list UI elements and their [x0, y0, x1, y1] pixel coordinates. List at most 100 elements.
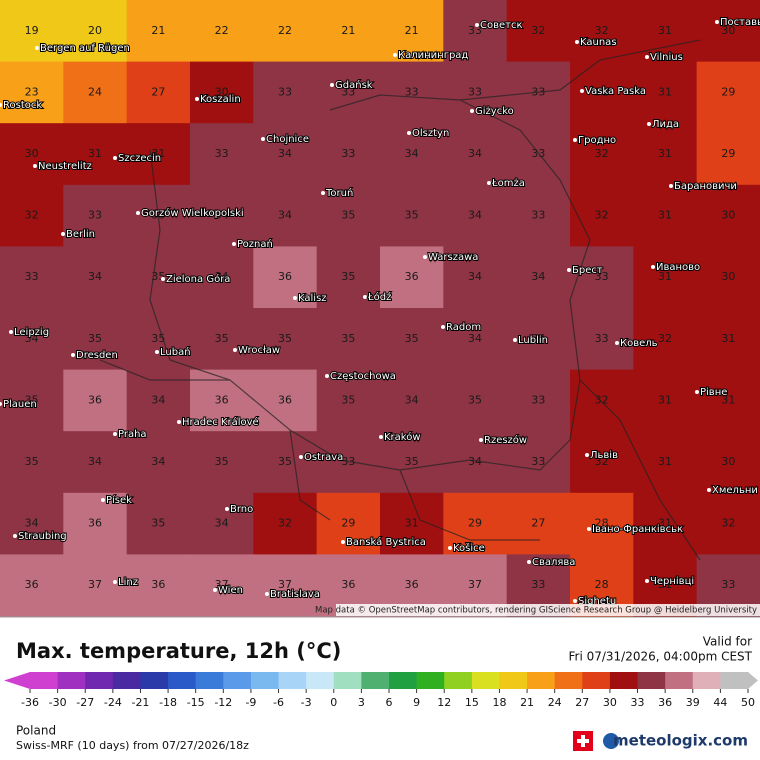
city-dot — [573, 138, 577, 142]
city-dot — [0, 103, 2, 107]
temperature-cell — [63, 308, 128, 371]
colorbar-tick-label: -9 — [245, 696, 256, 709]
city-dot — [487, 181, 491, 185]
temperature-value: 36 — [151, 578, 165, 591]
city-dot — [232, 242, 236, 246]
colorbar-tick-label: 15 — [465, 696, 479, 709]
temperature-value: 32 — [595, 147, 609, 160]
colorbar-swatch — [85, 672, 114, 689]
city-dot — [225, 507, 229, 511]
colorbar: -36 -30 -27 -24 -21 -18 -15 -12 -9 -6 -3 0 3 6 9 12 15 18… — [4, 672, 758, 709]
temperature-value: 36 — [215, 393, 229, 406]
temperature-cell — [696, 61, 760, 124]
cities: Советск Kaunas Vilnius Поставы Bergen auf Rü… — [0, 16, 760, 608]
temperature-cell — [506, 123, 571, 186]
temperature-cell — [316, 246, 381, 309]
colorbar-tick-label: 3 — [358, 696, 365, 709]
temperature-value: 32 — [658, 332, 672, 345]
temperature-cell — [253, 308, 318, 371]
colorbar-swatch — [637, 672, 666, 689]
city-label: Straubing — [18, 531, 67, 542]
city-dot — [161, 277, 165, 281]
temperature-value: 34 — [405, 393, 419, 406]
temperature-cell — [506, 308, 571, 371]
city-label: Praha — [118, 429, 147, 440]
temperature-cell — [443, 308, 508, 371]
city-label: Wrocław — [238, 345, 280, 356]
temperature-value: 36 — [88, 393, 102, 406]
temperature-value: 34 — [215, 270, 229, 283]
colorbar-swatch — [168, 672, 197, 689]
temperature-cell — [63, 554, 128, 617]
city-label: Toruń — [325, 187, 353, 199]
temperature-value: 30 — [721, 24, 735, 37]
colorbar-swatch — [250, 672, 280, 689]
city-dot — [299, 455, 303, 459]
temperature-value: 34 — [278, 147, 292, 160]
temperature-value: 33 — [278, 85, 292, 98]
city-dot — [475, 23, 479, 27]
city-label: Ковель — [620, 338, 658, 349]
city-label: Bergen auf Rügen — [40, 43, 130, 54]
colorbar-swatch — [554, 672, 583, 689]
temperature-cell — [0, 554, 64, 617]
temperature-cell — [443, 0, 508, 63]
temperature-cell — [696, 0, 760, 63]
temperature-cell — [63, 123, 128, 186]
city-dot — [645, 579, 649, 583]
colorbar-tick-label: 30 — [603, 696, 617, 709]
temperature-cell — [126, 431, 191, 494]
temperature-cell — [506, 246, 571, 309]
city-label: Banská Bystrica — [346, 536, 426, 548]
temperature-value: 36 — [278, 393, 292, 406]
temperature-value: 30 — [721, 455, 735, 468]
colorbar-tick-label: -6 — [273, 696, 284, 709]
temperature-cell — [190, 0, 254, 63]
brand: meteologix.com — [613, 732, 748, 750]
temperature-value: 22 — [215, 24, 229, 37]
temperature-cell — [696, 308, 760, 371]
city-label: Lubań — [160, 346, 191, 358]
temperature-cell — [443, 369, 508, 432]
city-dot — [321, 191, 325, 195]
city-label: Szczecin — [118, 153, 161, 164]
temperature-cell — [316, 0, 381, 63]
city-dot — [615, 341, 619, 345]
temperature-value: 35 — [215, 455, 229, 468]
temperature-cell — [190, 554, 254, 617]
temperature-value: 31 — [658, 24, 672, 37]
temperature-value: 30 — [721, 209, 735, 222]
city-label: Poznań — [237, 238, 273, 250]
colorbar-swatch — [416, 672, 445, 689]
temperature-cell — [63, 0, 128, 63]
city-dot — [293, 296, 297, 300]
temperature-value: 32 — [278, 517, 292, 530]
temperature-cell — [253, 492, 318, 555]
city-dot — [265, 592, 269, 596]
temperature-value: 31 — [658, 270, 672, 283]
city-label: Барановичи — [674, 181, 737, 192]
temperature-cell — [380, 184, 444, 247]
city-label: Советск — [480, 20, 523, 31]
temperature-value: 33 — [595, 332, 609, 345]
city-label: Gdańsk — [335, 79, 373, 91]
temperature-value: 37 — [278, 578, 292, 591]
temperature-value: 36 — [405, 270, 419, 283]
city-dot — [651, 265, 655, 269]
city-dot — [113, 580, 117, 584]
city-label: Bratislava — [270, 589, 320, 600]
city-label: Брест — [572, 265, 603, 276]
temperature-value: 31 — [658, 578, 672, 591]
temperature-cell — [316, 369, 381, 432]
temperature-value: 36 — [25, 578, 39, 591]
colorbar-tick-label: -12 — [214, 696, 232, 709]
temperature-value: 33 — [531, 578, 545, 591]
temperature-cell — [190, 123, 254, 186]
map: 19 20 21 22 22 21 21 33 32 32 31 30 23 24 27 30 33 33 33 33… — [0, 0, 760, 617]
city-dot — [448, 546, 452, 550]
city-label: Rzeszów — [484, 434, 527, 446]
temperature-value: 35 — [88, 332, 102, 345]
temperature-cell — [380, 369, 444, 432]
temperature-cell — [316, 492, 381, 555]
temperature-cell — [633, 61, 698, 124]
